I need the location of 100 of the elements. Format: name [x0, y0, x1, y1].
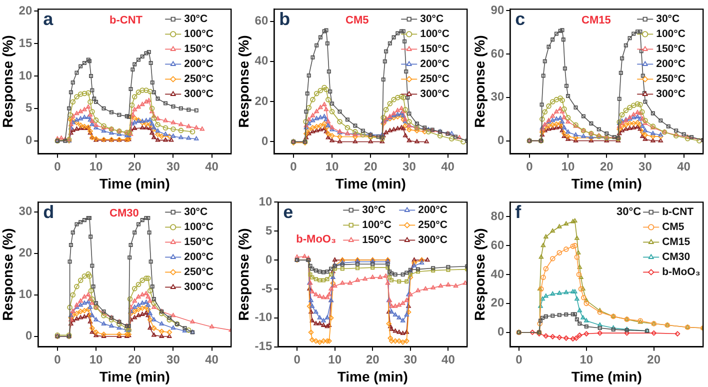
x-axis-title: Time (min) [335, 175, 406, 192]
y-axis-title: Response (%) [235, 228, 252, 321]
y-tick-label: 0 [25, 328, 32, 343]
x-tick-label: 40 [205, 352, 219, 366]
legend-label: 150°C [184, 236, 214, 248]
x-tick-label: 0 [54, 159, 62, 174]
x-tick-label: 20 [128, 159, 142, 174]
x-tick-label: 10 [89, 352, 104, 366]
y-axis-title: Response (%) [235, 35, 252, 128]
legend-label: 100°C [420, 28, 450, 40]
x-tick-label: 0 [526, 159, 534, 174]
legend-label: 30°C [420, 13, 444, 26]
x-tick-label: 30 [638, 159, 652, 174]
legend-label: CM30 [662, 251, 690, 264]
x-tick-label: 30 [402, 159, 416, 174]
x-tick-label: 0 [290, 159, 298, 174]
x-tick-label: 0 [294, 352, 301, 366]
legend-label: 150°C [184, 43, 214, 56]
annotation: b [279, 9, 290, 30]
legend-label: 200°C [418, 204, 448, 216]
x-axis-title: Time (min) [99, 368, 170, 384]
legend-label: 300°C [656, 88, 686, 100]
x-tick-label: 20 [600, 159, 614, 174]
legend-label: 150°C [362, 234, 392, 246]
y-tick-label: 60 [490, 238, 504, 252]
x-tick-label: 10 [580, 352, 594, 366]
legend-label: 200°C [184, 58, 214, 70]
legend-label: CM5 [662, 221, 684, 234]
annotation: c [515, 9, 526, 30]
legend-label: 200°C [420, 58, 450, 70]
y-tick-label: 30 [18, 204, 32, 218]
y-tick-label: 0 [25, 133, 32, 148]
x-tick-label: 20 [364, 159, 378, 174]
y-tick-label: 60 [254, 14, 268, 28]
x-tick-label: 0 [516, 352, 523, 366]
x-tick-label: 40 [677, 159, 691, 174]
x-tick-label: 40 [441, 159, 455, 174]
y-axis-title: Response (%) [471, 228, 488, 321]
legend-label: 300°C [418, 234, 448, 246]
y-axis-title: Response (%) [471, 35, 488, 128]
x-tick-label: 30 [166, 352, 180, 366]
x-tick-label: 20 [128, 352, 142, 366]
y-tick-label: 40 [254, 54, 268, 68]
x-tick-label: 30 [166, 159, 180, 174]
y-tick-label: 10 [258, 194, 272, 209]
legend-label: 300°C [420, 88, 450, 100]
y-tick-label: 5 [25, 100, 32, 115]
legend-label: 250°C [184, 266, 214, 278]
x-tick-label: 40 [442, 352, 456, 366]
y-tick-label: 30 [490, 90, 504, 104]
y-tick-label: -10 [254, 310, 272, 324]
legend-label: 30°C [656, 13, 680, 26]
legend-label: b-MoO₃ [662, 266, 700, 278]
y-tick-label: -5 [261, 281, 272, 296]
legend-label: 250°C [420, 73, 450, 86]
y-tick-label: 20 [490, 296, 504, 310]
annotation: CM15 [582, 14, 611, 27]
annotation: a [43, 9, 54, 30]
y-tick-label: 90 [490, 2, 504, 17]
y-tick-label: 10 [18, 287, 32, 302]
legend-label: 30°C [362, 204, 386, 216]
x-axis-title: Time (min) [571, 175, 642, 192]
legend-label: 100°C [656, 28, 686, 40]
y-tick-label: 20 [18, 246, 32, 260]
y-tick-label: 20 [254, 94, 268, 108]
annotation: f [515, 202, 522, 222]
y-tick-label: 60 [490, 46, 504, 60]
legend-label: 150°C [656, 43, 686, 56]
y-axis-title: Response (%) [0, 35, 16, 128]
legend-label: 300°C [184, 88, 214, 100]
legend-label: 250°C [184, 73, 214, 86]
x-tick-label: 20 [647, 352, 661, 366]
x-axis-title: Time (min) [99, 175, 170, 192]
x-tick-label: 10 [561, 159, 576, 174]
x-axis-title: Time (min) [571, 368, 642, 384]
annotation: CM30 [110, 208, 139, 220]
legend-label: 200°C [184, 251, 214, 264]
legend-label: b-CNT [662, 206, 694, 218]
annotation: d [43, 202, 54, 222]
y-tick-label: 15 [18, 36, 32, 50]
y-tick-label: -15 [254, 339, 272, 354]
legend-label: CM15 [662, 236, 690, 248]
x-tick-label: 10 [89, 159, 104, 174]
legend-label: 30°C [184, 13, 208, 26]
y-tick-label: 0 [265, 252, 272, 266]
annotation: b-MoO₃ [296, 234, 336, 246]
x-axis-title: Time (min) [337, 368, 408, 384]
legend-label: 100°C [362, 219, 392, 232]
y-tick-label: 0 [497, 133, 504, 148]
legend-label: 250°C [656, 73, 686, 86]
y-tick-label: 5 [265, 223, 272, 238]
y-tick-label: 10 [18, 68, 32, 82]
annotation: e [283, 202, 294, 222]
x-tick-label: 10 [325, 159, 340, 174]
legend-label: 250°C [418, 219, 448, 232]
y-tick-label: 80 [490, 208, 504, 223]
y-tick-label: 40 [490, 266, 504, 281]
x-tick-label: 30 [404, 352, 418, 366]
legend-label: 100°C [184, 28, 214, 40]
x-tick-label: 0 [54, 352, 62, 366]
